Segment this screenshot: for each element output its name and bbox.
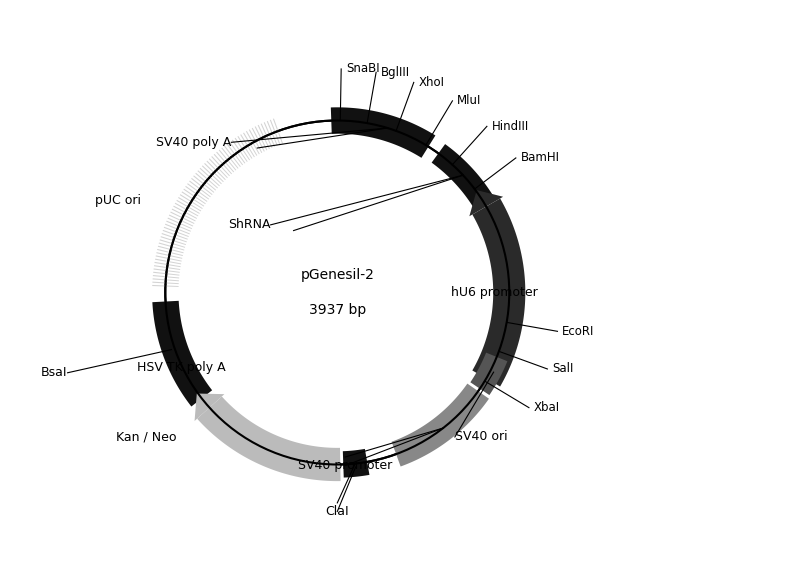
Polygon shape bbox=[240, 134, 255, 157]
Polygon shape bbox=[157, 249, 183, 256]
Polygon shape bbox=[176, 200, 200, 214]
Text: BglIII: BglIII bbox=[381, 66, 410, 79]
Polygon shape bbox=[194, 394, 224, 421]
Polygon shape bbox=[266, 121, 278, 146]
Polygon shape bbox=[234, 138, 250, 160]
Text: pUC ori: pUC ori bbox=[95, 194, 142, 207]
Polygon shape bbox=[170, 212, 194, 224]
Polygon shape bbox=[211, 156, 230, 176]
Polygon shape bbox=[229, 142, 246, 164]
Polygon shape bbox=[249, 129, 262, 153]
Polygon shape bbox=[158, 246, 184, 253]
Polygon shape bbox=[202, 166, 222, 184]
Polygon shape bbox=[331, 107, 435, 158]
Polygon shape bbox=[391, 384, 489, 466]
Polygon shape bbox=[182, 191, 204, 207]
Polygon shape bbox=[224, 146, 241, 167]
Polygon shape bbox=[195, 173, 216, 191]
Polygon shape bbox=[238, 136, 253, 159]
Polygon shape bbox=[470, 190, 503, 216]
Text: HindIII: HindIII bbox=[491, 120, 529, 133]
Polygon shape bbox=[165, 223, 190, 235]
Polygon shape bbox=[222, 147, 238, 168]
Polygon shape bbox=[193, 176, 214, 193]
Polygon shape bbox=[232, 140, 248, 162]
Polygon shape bbox=[178, 197, 202, 211]
Polygon shape bbox=[174, 203, 198, 216]
Polygon shape bbox=[158, 243, 184, 250]
Text: 3937 bp: 3937 bp bbox=[309, 302, 366, 316]
Polygon shape bbox=[152, 281, 178, 284]
Text: HSV TK poly A: HSV TK poly A bbox=[138, 360, 226, 374]
Polygon shape bbox=[156, 252, 182, 259]
Polygon shape bbox=[197, 397, 341, 481]
Text: XhoI: XhoI bbox=[418, 76, 444, 89]
Polygon shape bbox=[264, 122, 275, 147]
Polygon shape bbox=[174, 206, 197, 219]
Polygon shape bbox=[189, 181, 210, 197]
Polygon shape bbox=[343, 449, 370, 477]
Polygon shape bbox=[164, 227, 189, 237]
Polygon shape bbox=[246, 131, 260, 154]
Polygon shape bbox=[200, 168, 220, 186]
Text: SV40 poly A: SV40 poly A bbox=[156, 136, 231, 149]
Text: BamHI: BamHI bbox=[521, 152, 559, 164]
Polygon shape bbox=[204, 163, 224, 182]
Polygon shape bbox=[172, 209, 196, 221]
Polygon shape bbox=[153, 275, 179, 278]
Polygon shape bbox=[169, 215, 194, 226]
Polygon shape bbox=[154, 265, 180, 270]
Polygon shape bbox=[187, 183, 209, 199]
Polygon shape bbox=[153, 271, 179, 276]
Polygon shape bbox=[152, 285, 178, 287]
Text: ShRNA: ShRNA bbox=[228, 218, 270, 231]
Polygon shape bbox=[167, 218, 192, 229]
Polygon shape bbox=[252, 128, 265, 152]
Polygon shape bbox=[472, 198, 526, 387]
Polygon shape bbox=[186, 186, 207, 202]
Polygon shape bbox=[258, 125, 270, 149]
Polygon shape bbox=[218, 150, 236, 170]
Text: MluI: MluI bbox=[457, 94, 482, 108]
Polygon shape bbox=[154, 262, 181, 267]
Polygon shape bbox=[191, 178, 213, 195]
Polygon shape bbox=[270, 120, 280, 144]
Text: SV40 promoter: SV40 promoter bbox=[298, 459, 392, 472]
Text: ClaI: ClaI bbox=[326, 505, 349, 518]
Text: hU6 promoter: hU6 promoter bbox=[451, 286, 538, 299]
Text: SnaBI: SnaBI bbox=[346, 63, 379, 75]
Text: pGenesil-2: pGenesil-2 bbox=[300, 269, 374, 283]
Polygon shape bbox=[162, 337, 189, 364]
Text: SV40 ori: SV40 ori bbox=[455, 431, 507, 443]
Polygon shape bbox=[470, 353, 507, 395]
Polygon shape bbox=[162, 230, 188, 240]
Polygon shape bbox=[161, 236, 186, 245]
Polygon shape bbox=[273, 119, 283, 143]
Text: XbaI: XbaI bbox=[534, 401, 560, 414]
Polygon shape bbox=[198, 170, 218, 188]
Polygon shape bbox=[159, 239, 185, 248]
Polygon shape bbox=[214, 154, 232, 174]
Polygon shape bbox=[154, 269, 180, 273]
Polygon shape bbox=[153, 278, 179, 281]
Polygon shape bbox=[216, 152, 234, 173]
Polygon shape bbox=[226, 143, 243, 165]
Text: Kan / Neo: Kan / Neo bbox=[116, 431, 177, 443]
Polygon shape bbox=[166, 221, 191, 232]
Polygon shape bbox=[180, 194, 202, 209]
Polygon shape bbox=[156, 256, 182, 261]
Text: EcoRI: EcoRI bbox=[562, 325, 594, 338]
Polygon shape bbox=[243, 133, 258, 156]
Polygon shape bbox=[261, 123, 273, 148]
Polygon shape bbox=[432, 144, 493, 208]
Polygon shape bbox=[209, 159, 228, 178]
Polygon shape bbox=[206, 161, 226, 180]
Polygon shape bbox=[183, 188, 206, 204]
Polygon shape bbox=[155, 259, 181, 264]
Text: BsaI: BsaI bbox=[41, 366, 67, 379]
Polygon shape bbox=[162, 233, 187, 242]
Polygon shape bbox=[254, 126, 267, 150]
Text: SalI: SalI bbox=[552, 363, 574, 376]
Polygon shape bbox=[152, 301, 212, 407]
